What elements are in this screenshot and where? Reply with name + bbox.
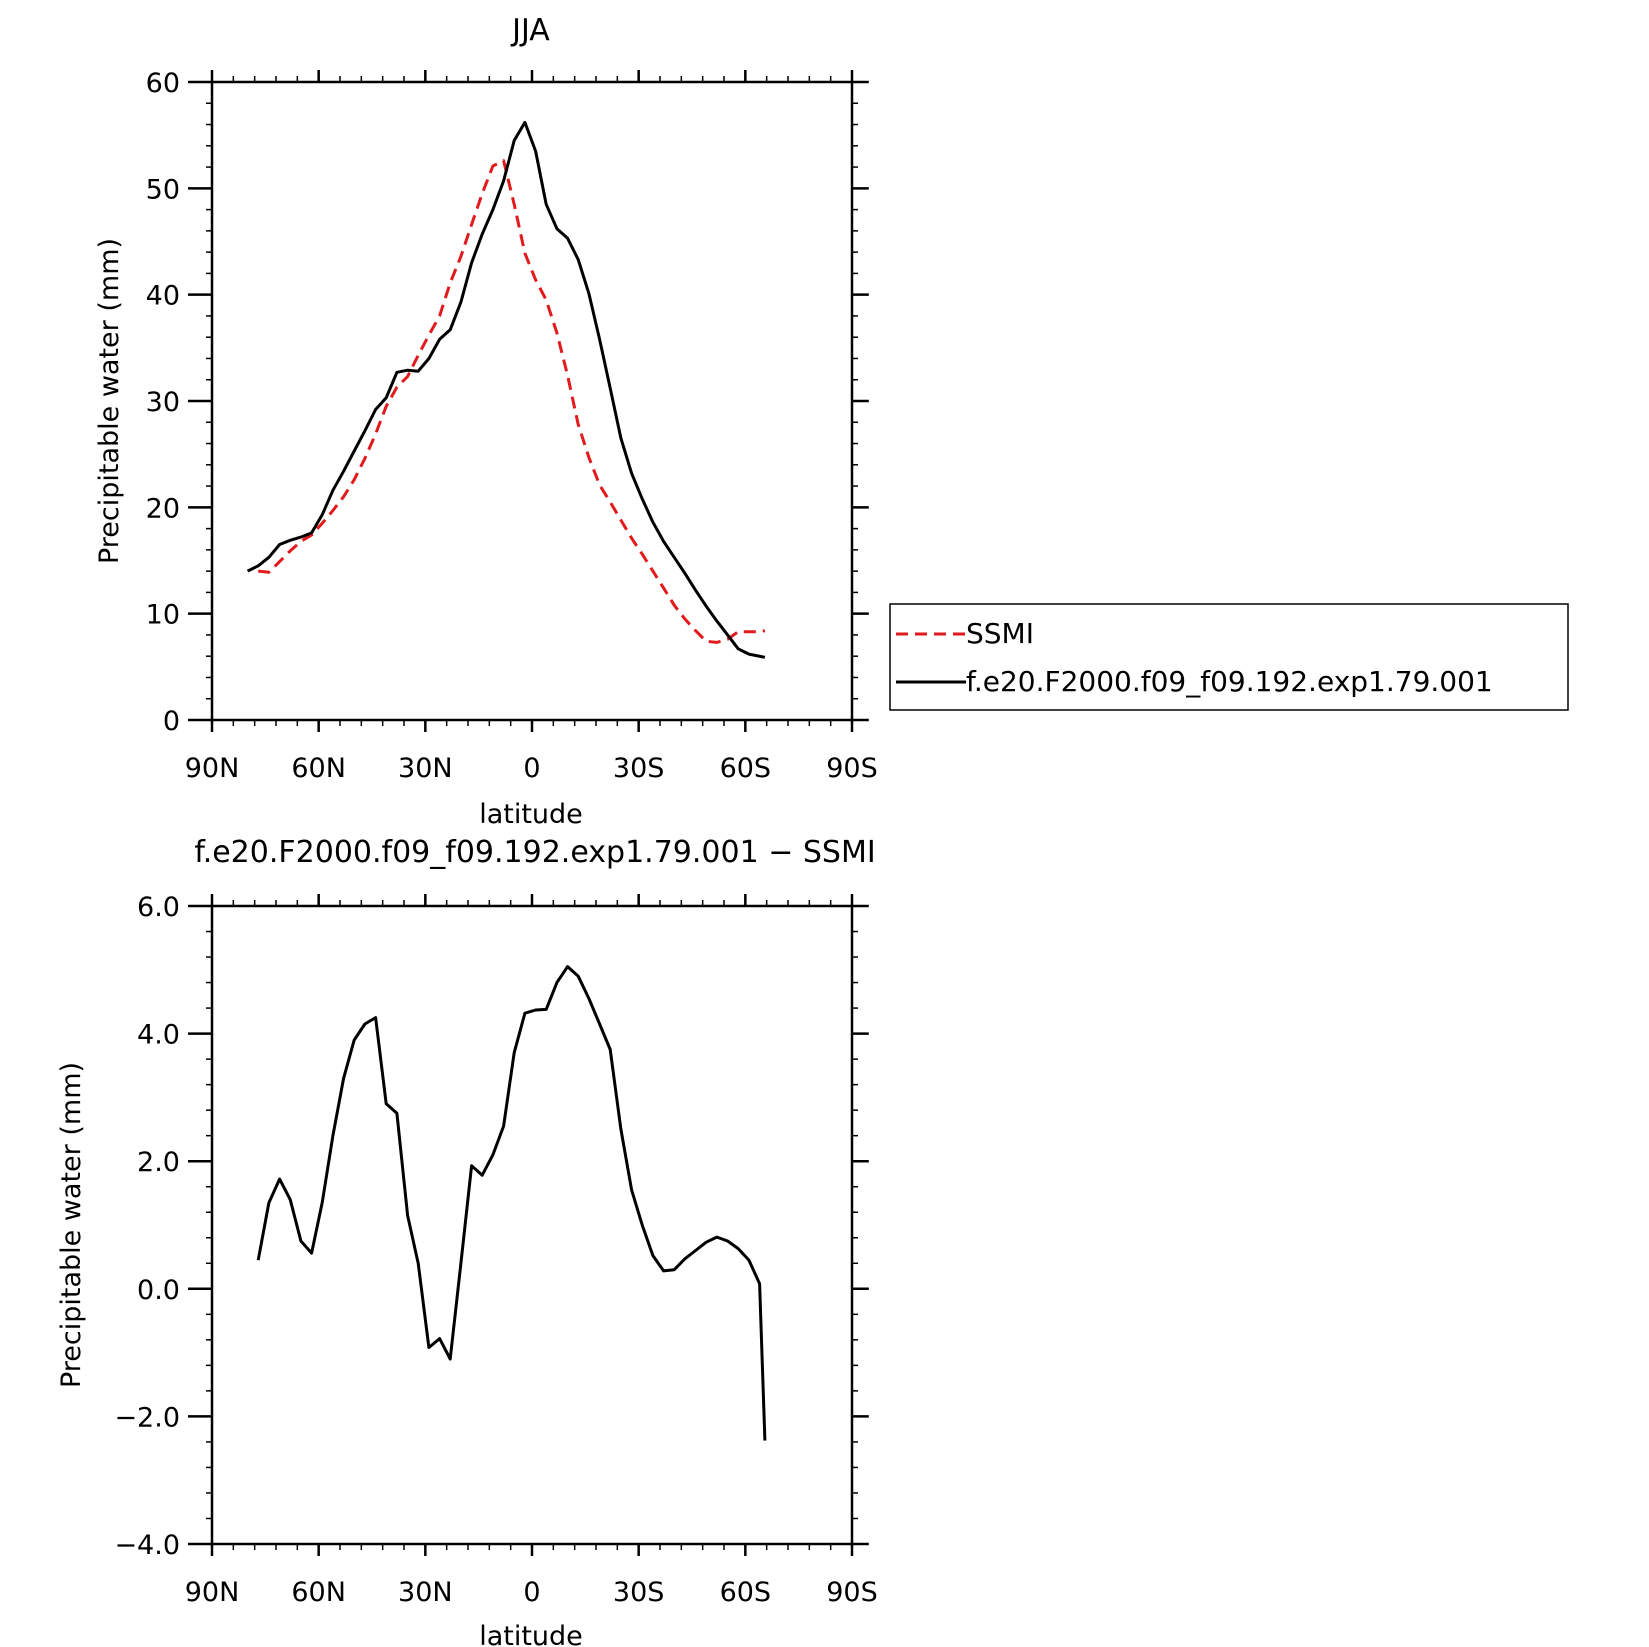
top-series: [246, 120, 766, 659]
top-y-tick-label: 50: [146, 174, 180, 205]
top-x-tick-label: 0: [523, 753, 540, 784]
top-tick-labels: 90N 60N 30N 0 30S 60S 90S 0 10 20 30 40 50 60: [146, 68, 878, 784]
top-x-tick-label: 60N: [291, 753, 346, 784]
top-y-tick-label: 40: [146, 281, 180, 312]
legend-label-ssmi: SSMI: [966, 617, 1034, 650]
top-y-tick-label: 60: [146, 68, 180, 99]
top-y-tick-label: 10: [146, 600, 180, 631]
bottom-x-tick-label: 30N: [398, 1577, 453, 1608]
bottom-series: [256, 965, 767, 1441]
bottom-x-tick-label: 30S: [613, 1577, 665, 1608]
bottom-x-tick-label: 60N: [291, 1577, 346, 1608]
top-x-tick-label: 90N: [185, 753, 240, 784]
legend-box: [889, 603, 1569, 711]
top-y-tick-label: 0: [163, 706, 180, 737]
bottom-plot-frame: [210, 904, 854, 1546]
top-y-tick-label: 30: [146, 387, 180, 418]
bottom-x-tick-label: 60S: [720, 1577, 772, 1608]
top-x-tick-label: 60S: [720, 753, 772, 784]
bottom-y-tick-label: −2.0: [114, 1402, 180, 1433]
top-ticks: [188, 70, 869, 732]
bottom-y-tick-label: 2.0: [137, 1147, 180, 1178]
legend: SSMI f.e20.F2000.f09_f09.192.exp1.79.001: [889, 603, 1569, 711]
bottom-y-tick-label: 0.0: [137, 1275, 180, 1306]
top-y-axis-label: Precipitable water (mm): [94, 238, 125, 564]
bottom-x-tick-label: 0: [523, 1577, 540, 1608]
bottom-ticks: [188, 894, 869, 1556]
bottom-y-tick-label: 6.0: [137, 892, 180, 923]
top-x-axis-label: latitude: [479, 799, 583, 830]
top-panel: JJA 90N 60N 30N 0 30S 60S 90S 0 10 20 30 40 50 60 lat…: [94, 13, 878, 830]
top-series-line-model: [246, 120, 766, 659]
bottom-x-tick-label: 90S: [826, 1577, 878, 1608]
top-series-line-ssmi: [258, 159, 766, 644]
bottom-chart-title: f.e20.F2000.f09_f09.192.exp1.79.001 − SS…: [194, 835, 875, 870]
bottom-x-tick-label: 90N: [185, 1577, 240, 1608]
bottom-y-tick-label: −4.0: [114, 1530, 180, 1561]
bottom-tick-labels: 90N 60N 30N 0 30S 60S 90S −4.0 −2.0 0.0 2.0 4.0 6.0: [114, 892, 877, 1608]
top-x-tick-label: 30S: [613, 753, 665, 784]
top-plot-frame: [210, 80, 854, 722]
top-y-tick-label: 20: [146, 493, 180, 524]
bottom-y-tick-label: 4.0: [137, 1020, 180, 1051]
bottom-panel: f.e20.F2000.f09_f09.192.exp1.79.001 − SS…: [56, 835, 878, 1647]
bottom-series-line-difference: [256, 965, 767, 1441]
top-chart-title: JJA: [510, 13, 550, 48]
top-x-tick-label: 90S: [826, 753, 878, 784]
bottom-y-axis-label: Precipitable water (mm): [56, 1062, 87, 1388]
bottom-x-axis-label: latitude: [479, 1621, 583, 1647]
legend-label-model: f.e20.F2000.f09_f09.192.exp1.79.001: [966, 665, 1493, 698]
top-x-tick-label: 30N: [398, 753, 453, 784]
